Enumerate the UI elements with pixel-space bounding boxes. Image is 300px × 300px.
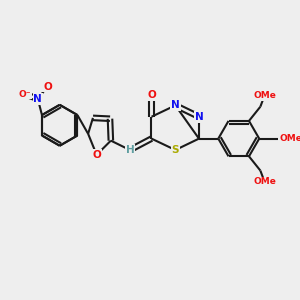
Text: O: O bbox=[43, 82, 52, 92]
Text: O: O bbox=[92, 150, 101, 160]
Text: H: H bbox=[125, 145, 134, 155]
Text: OMe: OMe bbox=[253, 91, 276, 100]
Text: S: S bbox=[172, 145, 179, 155]
Text: O⁻: O⁻ bbox=[19, 89, 31, 98]
Text: N: N bbox=[195, 112, 203, 122]
Text: O: O bbox=[147, 90, 156, 100]
Text: OMe: OMe bbox=[253, 177, 276, 186]
Text: N: N bbox=[171, 100, 180, 110]
Text: OMe: OMe bbox=[279, 134, 300, 143]
Text: N: N bbox=[33, 94, 42, 104]
